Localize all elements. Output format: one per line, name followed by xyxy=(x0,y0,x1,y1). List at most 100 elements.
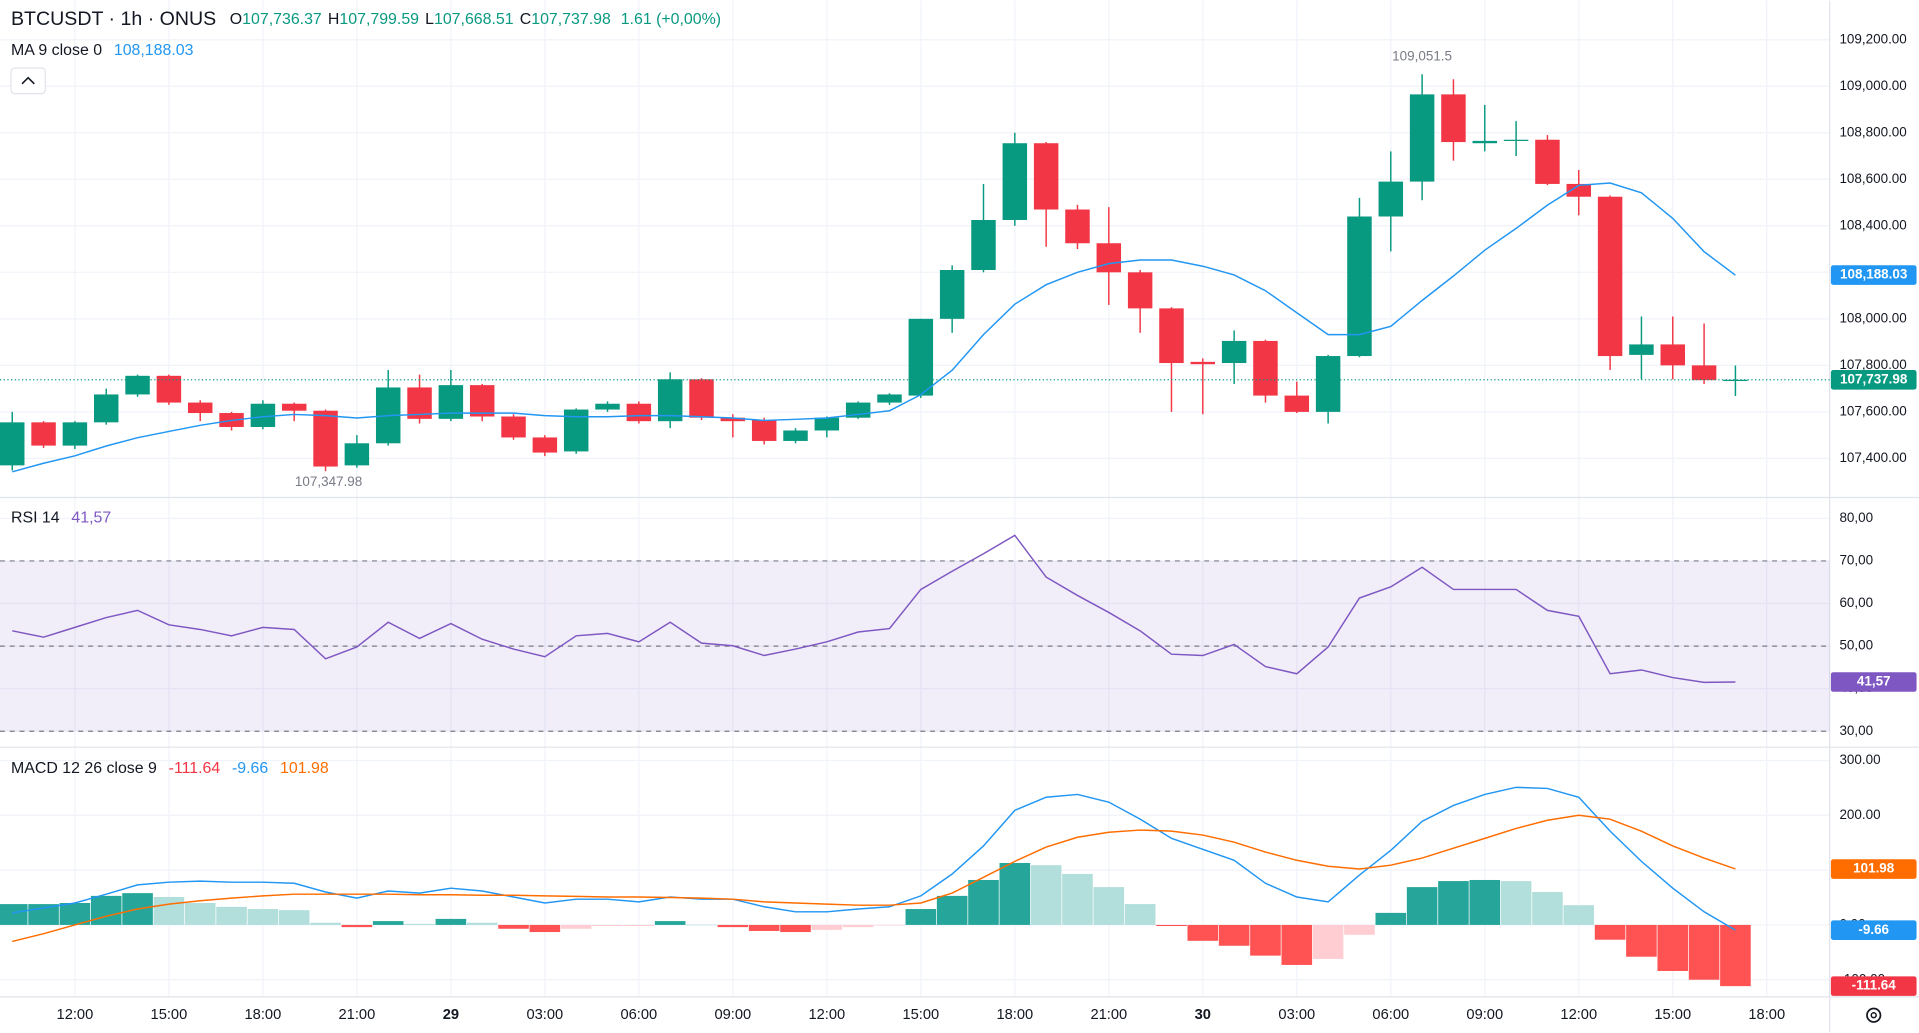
settings-icon-center[interactable] xyxy=(1870,1012,1877,1019)
histogram-bar xyxy=(1124,904,1156,925)
histogram-bar xyxy=(310,922,341,925)
histogram-bar xyxy=(1594,924,1626,940)
x-tick-label: 09:00 xyxy=(714,1007,751,1023)
settings-button[interactable] xyxy=(1866,1007,1882,1023)
y-tick-label: 108,800.00 xyxy=(1839,124,1906,139)
histogram-bar xyxy=(1375,912,1407,925)
collapse-button[interactable] xyxy=(10,67,46,95)
candle-body xyxy=(501,416,526,438)
histogram-bar xyxy=(874,924,905,926)
y-tick-label: 60,00 xyxy=(1839,595,1873,610)
candle-body xyxy=(344,443,370,466)
histogram-bar xyxy=(686,924,717,926)
last-price-tag: 107,737.98 xyxy=(1840,371,1908,386)
ohlc-key: H xyxy=(328,11,340,28)
macd-legend: MACD 12 26 close 9 -111.64 -9.66 101.98 xyxy=(11,760,329,777)
header: BTCUSDT · 1h · ONUS O107,736.37 H107,799.… xyxy=(11,8,721,30)
candle-body xyxy=(1284,395,1310,412)
histogram-bar xyxy=(1030,865,1062,925)
y-tick-label: 107,800.00 xyxy=(1839,357,1906,372)
price-tags: 108,188.03 107,737.98 41,57 101.98 -9.66 -111… xyxy=(1830,265,1917,996)
histogram-bar xyxy=(59,902,91,925)
histogram-bar xyxy=(1626,924,1657,957)
symbol: BTCUSDT · 1h · ONUS xyxy=(11,8,216,30)
ma-price-tag-box xyxy=(1830,265,1917,285)
histogram-bar xyxy=(1688,924,1720,980)
candle-body xyxy=(783,430,808,441)
candle-body xyxy=(1065,209,1090,244)
candle-body xyxy=(1472,140,1498,144)
candle-body xyxy=(939,269,965,319)
candle-body xyxy=(595,403,620,410)
y-tick-label: 70,00 xyxy=(1839,552,1873,567)
y-tick-label: 200.00 xyxy=(1839,807,1880,822)
macd-value: -9.66 xyxy=(232,760,268,777)
x-tick-label: 12:00 xyxy=(808,1007,845,1023)
histogram-bar xyxy=(90,895,122,925)
x-tick-label: 21:00 xyxy=(339,1007,376,1023)
ma-line xyxy=(12,182,1736,473)
histogram-bar xyxy=(811,924,843,930)
candle-body xyxy=(125,375,150,395)
histogram-bar xyxy=(1218,924,1250,946)
histogram-bar xyxy=(999,862,1031,925)
x-tick-label: 06:00 xyxy=(620,1007,657,1023)
y-tick-label: 109,200.00 xyxy=(1839,31,1906,46)
candle-body xyxy=(1691,365,1717,381)
ohlc-value: 107,737.98 xyxy=(531,11,611,28)
histogram-bar xyxy=(529,924,561,933)
change: 1.61 (+0,00%) xyxy=(621,11,721,28)
candle-body xyxy=(1503,139,1529,141)
candle-body xyxy=(1566,183,1592,197)
collapse-icon[interactable] xyxy=(21,76,35,85)
settings-icon[interactable] xyxy=(1866,1007,1882,1023)
histogram-bar xyxy=(278,910,310,925)
y-tick-label: 50,00 xyxy=(1839,638,1873,653)
candle-body xyxy=(908,318,934,396)
y-tick-label: 108,000.00 xyxy=(1839,310,1906,325)
histogram-bar xyxy=(968,879,999,925)
histogram-bar xyxy=(1344,924,1375,935)
histogram-bar xyxy=(936,895,968,925)
candle-body xyxy=(1253,340,1278,396)
macd-tag-box xyxy=(1830,920,1917,941)
histogram-bar xyxy=(654,921,686,925)
macd-histogram-value: -111.64 xyxy=(169,760,221,777)
y-tick-label: 107,400.00 xyxy=(1839,450,1906,465)
histogram-bar xyxy=(1406,887,1438,925)
collapse-button-box[interactable] xyxy=(10,67,46,95)
histogram-bar xyxy=(717,924,749,928)
candle-body xyxy=(1159,308,1184,364)
histogram-bar xyxy=(404,923,435,925)
x-tick-label: 06:00 xyxy=(1372,1007,1409,1023)
histogram-bar xyxy=(905,909,937,925)
x-tick-label: 18:00 xyxy=(996,1007,1033,1023)
candle-body xyxy=(1033,143,1059,210)
histogram-bar xyxy=(216,906,247,925)
candle-body xyxy=(814,417,840,431)
candle-body xyxy=(1535,139,1560,184)
candle-body xyxy=(93,394,119,423)
candle-body xyxy=(971,219,996,270)
histogram-bar xyxy=(1657,924,1689,971)
histogram-bar xyxy=(748,924,780,931)
candle-body xyxy=(877,394,902,403)
candle-body xyxy=(1378,181,1404,217)
signal-tag: 101.98 xyxy=(1853,861,1895,876)
x-tick-label: 18:00 xyxy=(1748,1007,1785,1023)
histogram-bar xyxy=(1281,924,1313,965)
histogram-bar xyxy=(1250,924,1281,956)
x-tick-label: 03:00 xyxy=(1278,1007,1315,1023)
candle-body xyxy=(626,403,652,422)
low-annotation: 107,347.98 xyxy=(295,474,362,489)
signal-tag-box xyxy=(1830,859,1917,879)
candle-body xyxy=(1002,143,1028,220)
candle-body xyxy=(1315,356,1341,412)
candle-body xyxy=(1409,94,1435,182)
candle-body xyxy=(62,422,88,446)
rsi-line xyxy=(12,534,1736,684)
histogram-bar xyxy=(1532,892,1563,925)
y-tick-label: 108,600.00 xyxy=(1839,171,1906,186)
